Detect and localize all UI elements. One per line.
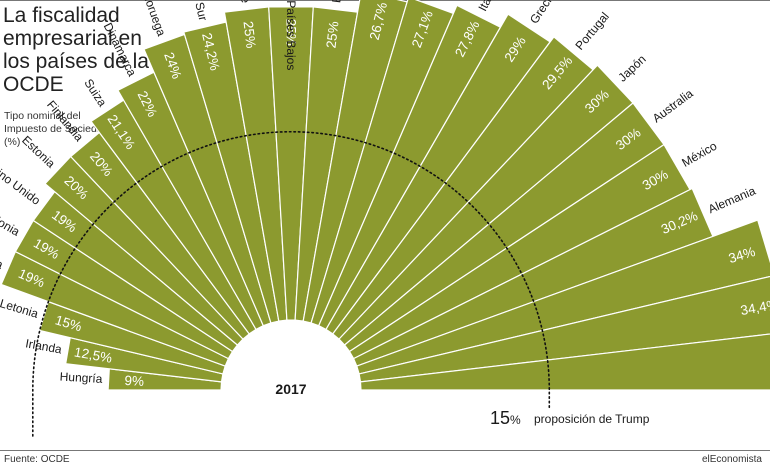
reference-text-label: proposición de Trump — [534, 412, 650, 426]
country-label-irlanda: Irlanda — [24, 336, 63, 356]
country-label-chile: Chile — [236, 0, 253, 4]
country-label-grecia: Grecia — [527, 0, 558, 26]
value-label-belgica: 34% — [727, 244, 757, 266]
value-label-hungria: 9% — [124, 373, 144, 389]
center-year-label: 2017 — [275, 381, 306, 397]
bar-eeuu — [359, 333, 770, 391]
bars-group — [0, 0, 770, 391]
value-label-irlanda: 12,5% — [73, 344, 113, 365]
country-label-paises-bajos: Países Bajos — [284, 0, 298, 70]
value-label-espana: 25% — [323, 20, 341, 49]
reference-arc-15 — [31, 131, 551, 437]
source-note: Fuente: OCDE — [4, 454, 70, 465]
country-label-portugal: Portugal — [572, 9, 611, 52]
country-label-polonia: Polonia — [0, 207, 22, 239]
country-label-italia: Italia — [475, 0, 499, 13]
country-label-japon: Japón — [615, 52, 648, 85]
country-label-noruega: Noruega — [140, 0, 169, 38]
country-label-letonia: Letonia — [0, 296, 40, 321]
country-label-hungria: Hungría — [59, 370, 103, 386]
country-label-alemania: Alemania — [706, 183, 758, 216]
chart-subtitle: Tipo nominal del Impuesto de Sociedades … — [4, 110, 120, 148]
country-label-estonia: Estonia — [19, 133, 58, 171]
chart-title: La fiscalidad empresarial en los países … — [3, 4, 149, 96]
value-label-letonia: 15% — [53, 312, 83, 334]
bottom-rule — [0, 450, 770, 451]
country-label-australia: Australia — [650, 86, 696, 125]
country-label-suiza: Suiza — [81, 76, 109, 109]
country-label-espana: España — [329, 0, 348, 4]
reference-value-label: 15 — [490, 408, 510, 428]
value-label-paises-bajos: 25% — [284, 19, 299, 46]
country-label-luxemburgo: Luxemburgo — [427, 0, 463, 1]
bar-belgica — [356, 219, 770, 375]
country-label-dinamarca: Dinamarca — [101, 20, 140, 78]
value-label-francia: 34,4% — [739, 297, 770, 318]
reference-unit-label: % — [510, 413, 521, 427]
value-label-chile: 25% — [240, 20, 258, 49]
country-label-r-checa: R. Checa — [0, 239, 5, 272]
country-label-mexico: México — [679, 139, 719, 170]
bar-francia — [358, 275, 770, 383]
brand-label: elEconomista — [701, 454, 762, 465]
country-label-finlandia: Finlandia — [44, 98, 86, 145]
country-label-reino-unido: Reino Unido — [0, 157, 43, 208]
country-label-corea-del-sur: Corea del Sur — [180, 0, 211, 22]
